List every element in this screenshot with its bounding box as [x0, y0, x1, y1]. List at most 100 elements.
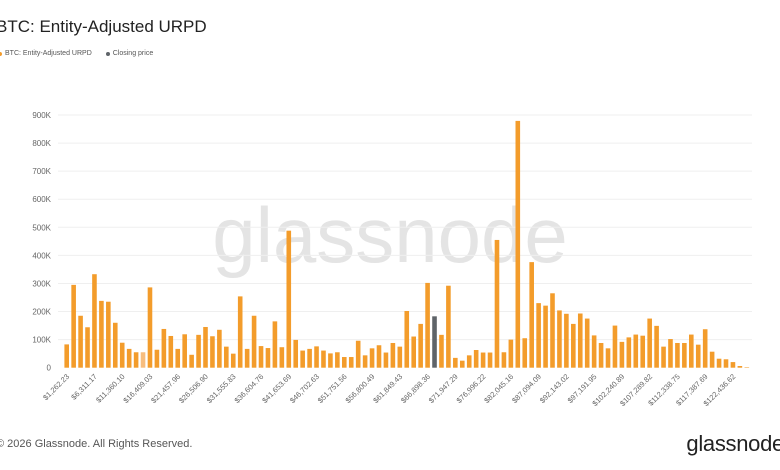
bar[interactable] [390, 342, 396, 368]
bar[interactable] [71, 284, 76, 368]
closing-price-bar[interactable] [432, 316, 437, 368]
bar[interactable] [342, 357, 347, 368]
bar[interactable] [682, 342, 687, 368]
bar[interactable] [307, 348, 312, 368]
bar[interactable] [161, 328, 167, 368]
bar[interactable] [189, 354, 194, 368]
bar[interactable] [515, 120, 521, 368]
bar[interactable] [355, 340, 361, 368]
bar[interactable] [175, 348, 181, 368]
bar[interactable] [453, 357, 458, 368]
bar[interactable] [64, 344, 69, 368]
bar[interactable] [376, 345, 382, 368]
bar[interactable] [598, 342, 604, 368]
bar[interactable] [529, 262, 534, 368]
bar[interactable] [668, 339, 673, 368]
bar[interactable] [237, 296, 243, 368]
bar[interactable] [168, 335, 174, 368]
bar[interactable] [147, 287, 153, 368]
bar[interactable] [154, 349, 160, 368]
bar[interactable] [654, 325, 659, 368]
bar[interactable] [480, 352, 486, 368]
bar[interactable] [709, 351, 715, 368]
bar[interactable] [244, 348, 250, 368]
bar[interactable] [439, 334, 444, 368]
bar[interactable] [689, 334, 694, 368]
bar[interactable] [716, 358, 722, 368]
bar[interactable] [564, 313, 569, 368]
bar[interactable] [99, 300, 104, 368]
bar[interactable] [404, 310, 410, 368]
bar[interactable] [605, 348, 611, 368]
bar[interactable] [397, 346, 403, 368]
bar[interactable] [536, 303, 541, 368]
bar[interactable] [119, 342, 125, 368]
bar[interactable] [328, 353, 333, 368]
bar[interactable] [640, 335, 646, 368]
bar[interactable] [501, 352, 507, 368]
bar[interactable] [279, 347, 285, 368]
bar[interactable] [675, 342, 680, 368]
bar[interactable] [369, 348, 375, 368]
bar[interactable] [293, 339, 299, 368]
bar[interactable] [418, 323, 423, 368]
bar[interactable] [550, 293, 555, 368]
bar[interactable] [258, 346, 264, 368]
bar[interactable] [348, 357, 354, 368]
bar[interactable] [473, 350, 479, 368]
bar[interactable] [591, 335, 597, 368]
bar[interactable] [300, 350, 305, 368]
bar[interactable] [619, 341, 625, 368]
bar[interactable] [730, 362, 736, 368]
legend-item-closing-price[interactable]: Closing price [105, 50, 153, 57]
bar[interactable] [494, 239, 500, 368]
bar[interactable] [203, 326, 208, 368]
bar[interactable] [744, 367, 750, 368]
bar[interactable] [557, 310, 562, 368]
bar[interactable] [362, 355, 368, 368]
legend-item-urpd[interactable]: BTC: Entity-Adjusted URPD [0, 50, 92, 57]
bar[interactable] [230, 353, 236, 368]
bar[interactable] [251, 315, 257, 368]
bar[interactable] [633, 334, 639, 368]
bar[interactable] [314, 346, 319, 368]
bar[interactable] [508, 339, 514, 368]
bar[interactable] [182, 334, 187, 368]
bar[interactable] [335, 352, 340, 368]
bar[interactable] [78, 315, 83, 368]
bar[interactable] [425, 282, 430, 368]
bar[interactable] [702, 329, 708, 368]
bar[interactable] [112, 322, 118, 368]
bar[interactable] [466, 355, 472, 368]
bar[interactable] [265, 348, 271, 368]
bar[interactable] [522, 338, 528, 368]
bar[interactable] [584, 318, 590, 368]
bar[interactable] [737, 366, 743, 368]
bar[interactable] [140, 352, 146, 368]
bar[interactable] [571, 323, 576, 368]
bar[interactable] [321, 350, 326, 368]
bar[interactable] [224, 346, 229, 368]
bar[interactable] [92, 274, 97, 368]
bar[interactable] [626, 337, 632, 368]
bar[interactable] [85, 327, 90, 368]
bar[interactable] [695, 344, 701, 368]
bar[interactable] [383, 352, 389, 368]
bar[interactable] [612, 325, 618, 368]
bar[interactable] [217, 329, 222, 368]
bar[interactable] [723, 359, 729, 368]
bar[interactable] [647, 318, 652, 368]
bar[interactable] [196, 334, 201, 368]
bar[interactable] [272, 321, 278, 368]
bar[interactable] [661, 346, 666, 368]
bar[interactable] [133, 352, 139, 368]
bar[interactable] [126, 348, 132, 368]
bar[interactable] [487, 352, 493, 368]
bar[interactable] [543, 305, 548, 368]
bar[interactable] [411, 336, 416, 368]
bar[interactable] [210, 336, 215, 368]
bar[interactable] [446, 285, 451, 368]
bar[interactable] [577, 313, 583, 368]
bar[interactable] [459, 360, 465, 368]
bar[interactable] [286, 230, 292, 368]
